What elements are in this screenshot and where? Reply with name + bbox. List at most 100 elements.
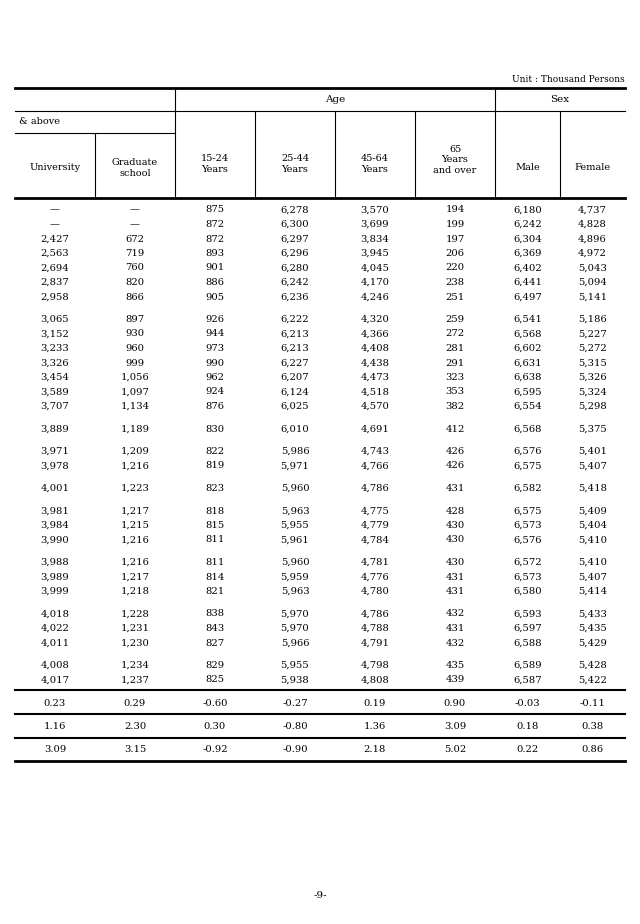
Text: 3,065: 3,065 xyxy=(41,315,69,324)
Text: 5,407: 5,407 xyxy=(578,461,607,470)
Text: 6,588: 6,588 xyxy=(513,638,542,648)
Text: 1,217: 1,217 xyxy=(120,506,150,516)
Text: 960: 960 xyxy=(125,344,145,353)
Text: 760: 760 xyxy=(125,263,145,273)
Text: 5,970: 5,970 xyxy=(280,610,309,618)
Text: 25-44
Years: 25-44 Years xyxy=(281,154,309,174)
Text: 4,518: 4,518 xyxy=(360,387,390,396)
Text: 6,124: 6,124 xyxy=(280,387,309,396)
Text: 6,575: 6,575 xyxy=(513,461,542,470)
Text: 4,784: 4,784 xyxy=(360,536,390,544)
Text: 6,441: 6,441 xyxy=(513,278,542,287)
Text: 6,236: 6,236 xyxy=(281,293,309,301)
Text: 6,554: 6,554 xyxy=(513,402,542,411)
Text: 6,575: 6,575 xyxy=(513,506,542,516)
Text: 818: 818 xyxy=(205,506,225,516)
Text: 3,984: 3,984 xyxy=(40,521,69,530)
Text: 1.16: 1.16 xyxy=(44,722,66,731)
Text: 3,989: 3,989 xyxy=(40,573,69,581)
Text: Male: Male xyxy=(515,164,540,173)
Text: 5,043: 5,043 xyxy=(578,263,607,273)
Text: -0.27: -0.27 xyxy=(282,699,308,708)
Text: 4,786: 4,786 xyxy=(360,484,389,493)
Text: 1,056: 1,056 xyxy=(120,373,149,382)
Text: 6,568: 6,568 xyxy=(513,330,541,338)
Text: 6,207: 6,207 xyxy=(281,373,309,382)
Text: 6,227: 6,227 xyxy=(281,359,309,368)
Text: 291: 291 xyxy=(445,359,465,368)
Text: 6,638: 6,638 xyxy=(513,373,541,382)
Text: 353: 353 xyxy=(445,387,465,396)
Text: 6,222: 6,222 xyxy=(281,315,309,324)
Text: Female: Female xyxy=(575,164,611,173)
Text: 15-24
Years: 15-24 Years xyxy=(201,154,229,174)
Text: 5,960: 5,960 xyxy=(281,558,309,567)
Text: -9-: -9- xyxy=(313,891,327,899)
Text: 220: 220 xyxy=(445,263,465,273)
Text: 886: 886 xyxy=(205,278,225,287)
Text: 0.18: 0.18 xyxy=(516,722,539,731)
Text: 6,568: 6,568 xyxy=(513,424,541,433)
Text: 905: 905 xyxy=(205,293,225,301)
Text: 872: 872 xyxy=(205,235,225,244)
Text: 5,966: 5,966 xyxy=(281,638,309,648)
Text: 5,970: 5,970 xyxy=(280,624,309,633)
Text: 825: 825 xyxy=(205,675,225,685)
Text: 6,576: 6,576 xyxy=(513,536,541,544)
Text: 199: 199 xyxy=(445,220,465,229)
Text: 3,699: 3,699 xyxy=(361,220,389,229)
Text: 281: 281 xyxy=(445,344,465,353)
Text: 432: 432 xyxy=(445,638,465,648)
Text: 6,541: 6,541 xyxy=(513,315,542,324)
Text: 430: 430 xyxy=(445,521,465,530)
Text: 3,971: 3,971 xyxy=(40,447,69,456)
Text: 4,775: 4,775 xyxy=(360,506,389,516)
Text: 1,231: 1,231 xyxy=(120,624,150,633)
Text: -0.11: -0.11 xyxy=(580,699,605,708)
Text: 815: 815 xyxy=(205,521,225,530)
Text: 2,427: 2,427 xyxy=(40,235,69,244)
Text: 6,213: 6,213 xyxy=(280,344,309,353)
Text: 876: 876 xyxy=(205,402,225,411)
Text: 4,438: 4,438 xyxy=(360,359,390,368)
Text: 820: 820 xyxy=(125,278,145,287)
Text: 5,986: 5,986 xyxy=(281,447,309,456)
Text: 3,233: 3,233 xyxy=(40,344,69,353)
Text: 2.30: 2.30 xyxy=(124,722,146,731)
Text: 4,011: 4,011 xyxy=(40,638,70,648)
Text: 4,408: 4,408 xyxy=(360,344,390,353)
Text: 5,433: 5,433 xyxy=(578,610,607,618)
Text: 412: 412 xyxy=(445,424,465,433)
Text: 4,017: 4,017 xyxy=(40,675,70,685)
Text: 1,216: 1,216 xyxy=(120,536,149,544)
Text: 6,025: 6,025 xyxy=(281,402,309,411)
Text: 5,401: 5,401 xyxy=(578,447,607,456)
Text: 4,045: 4,045 xyxy=(360,263,390,273)
Text: 926: 926 xyxy=(205,315,225,324)
Text: 2,837: 2,837 xyxy=(40,278,69,287)
Text: 3,981: 3,981 xyxy=(40,506,69,516)
Text: 0.19: 0.19 xyxy=(364,699,386,708)
Text: 3,834: 3,834 xyxy=(360,235,389,244)
Text: 5,409: 5,409 xyxy=(578,506,607,516)
Text: 1,234: 1,234 xyxy=(120,661,150,670)
Text: 426: 426 xyxy=(445,461,465,470)
Text: 6,631: 6,631 xyxy=(513,359,542,368)
Text: 197: 197 xyxy=(445,235,465,244)
Text: -0.03: -0.03 xyxy=(515,699,540,708)
Text: 4,691: 4,691 xyxy=(360,424,389,433)
Text: 990: 990 xyxy=(205,359,225,368)
Text: 5,094: 5,094 xyxy=(578,278,607,287)
Text: 6,402: 6,402 xyxy=(513,263,542,273)
Text: 3.09: 3.09 xyxy=(444,722,466,731)
Text: 6,242: 6,242 xyxy=(280,278,309,287)
Text: 3,978: 3,978 xyxy=(40,461,69,470)
Text: 6,180: 6,180 xyxy=(513,205,542,214)
Text: -0.60: -0.60 xyxy=(202,699,228,708)
Text: & above: & above xyxy=(19,117,60,127)
Text: 5,961: 5,961 xyxy=(280,536,309,544)
Text: 1,216: 1,216 xyxy=(120,461,149,470)
Text: 5,404: 5,404 xyxy=(578,521,607,530)
Text: 924: 924 xyxy=(205,387,225,396)
Text: 827: 827 xyxy=(205,638,225,648)
